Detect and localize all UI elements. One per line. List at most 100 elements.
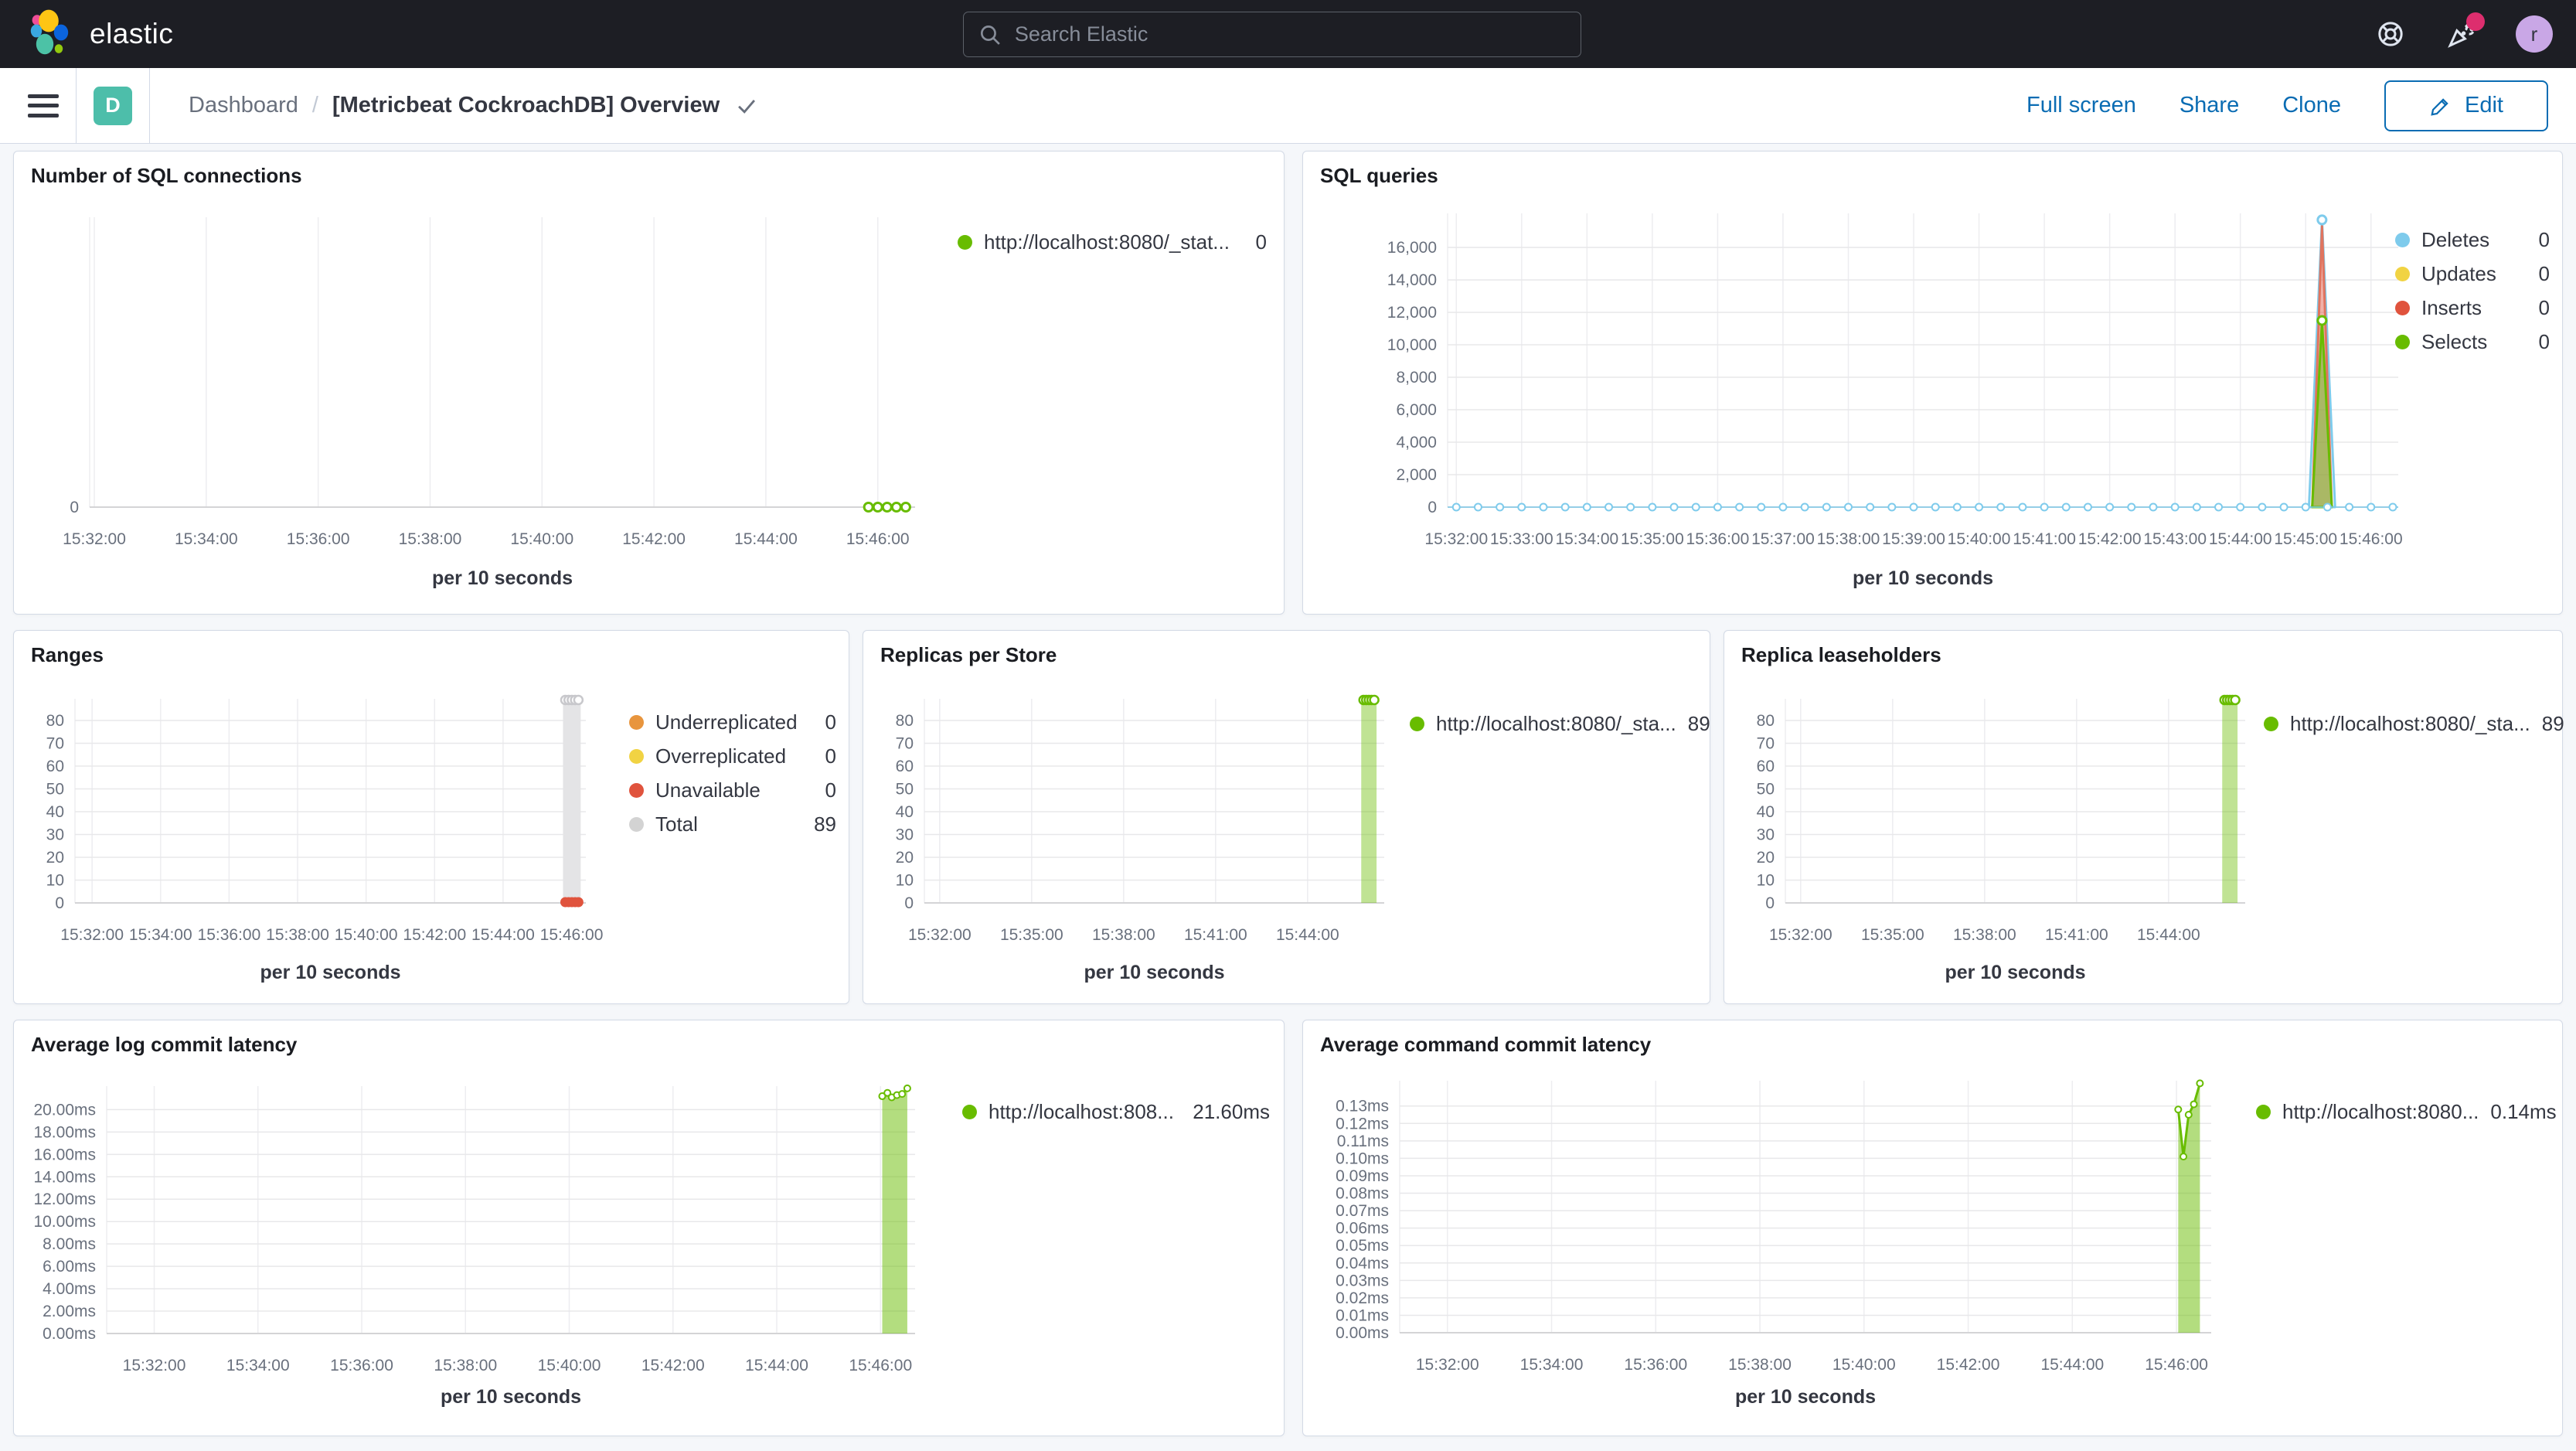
svg-text:15:38:00: 15:38:00 xyxy=(1092,926,1155,944)
legend-item-underreplicated[interactable]: Underreplicated 0 xyxy=(629,705,836,739)
legend-item[interactable]: http://localhost:8080... 0.14ms xyxy=(2256,1095,2557,1129)
svg-text:50: 50 xyxy=(896,781,914,799)
svg-text:15:46:00: 15:46:00 xyxy=(846,530,910,548)
replica-leaseholders-chart: 15:32:00 15:35:00 15:38:00 15:41:00 15:44:00… xyxy=(1757,694,2245,944)
legend-item-total[interactable]: Total 89 xyxy=(629,807,836,841)
legend-item[interactable]: http://localhost:8080/_stat... 0 xyxy=(958,225,1267,259)
panel-title[interactable]: Average log commit latency xyxy=(31,1033,298,1056)
help-button[interactable] xyxy=(2374,17,2408,51)
legend-item-deletes[interactable]: Deletes 0 xyxy=(2395,223,2550,257)
search-input[interactable] xyxy=(1014,22,1567,46)
legend-item-updates[interactable]: Updates 0 xyxy=(2395,257,2550,291)
legend-item-inserts[interactable]: Inserts 0 xyxy=(2395,291,2550,325)
panel-average-log-commit-latency: Average log commit latency 15:32:00 15:34… xyxy=(13,1020,1285,1436)
svg-text:0.04ms: 0.04ms xyxy=(1336,1255,1389,1272)
legend-dot xyxy=(629,782,644,798)
panel-title[interactable]: Ranges xyxy=(31,643,104,666)
global-search[interactable] xyxy=(963,12,1581,57)
legend-dot xyxy=(962,1104,977,1119)
x-axis-title: per 10 seconds xyxy=(440,1386,582,1408)
notification-badge xyxy=(2466,12,2485,31)
x-axis-title: per 10 seconds xyxy=(1084,962,1225,983)
panel-average-command-commit-latency: Average command commit latency 15:32:00 1… xyxy=(1302,1020,2563,1436)
legend-item-unavailable[interactable]: Unavailable 0 xyxy=(629,773,836,807)
svg-text:4,000: 4,000 xyxy=(1396,434,1437,451)
legend-item-overreplicated[interactable]: Overreplicated 0 xyxy=(629,739,836,773)
svg-text:15:44:00: 15:44:00 xyxy=(1276,926,1339,944)
legend-item[interactable]: http://localhost:8080/_sta... 89 xyxy=(2264,707,2564,741)
svg-text:0.10ms: 0.10ms xyxy=(1336,1150,1389,1167)
legend-value: 0 xyxy=(1255,230,1267,254)
panel-title[interactable]: Replica leaseholders xyxy=(1741,643,1941,666)
svg-text:80: 80 xyxy=(46,712,64,730)
svg-text:15:34:00: 15:34:00 xyxy=(226,1357,290,1374)
avg-command-commit-latency-chart: 15:32:00 15:34:00 15:36:00 15:38:00 15:40:00… xyxy=(1336,1079,2211,1374)
svg-text:15:32:00: 15:32:00 xyxy=(908,926,972,944)
legend-dot xyxy=(2264,716,2278,731)
panel-ranges: Ranges 15:32:00 15:34:00 15:36:00 15:38:00 1… xyxy=(13,630,849,1004)
svg-text:50: 50 xyxy=(1757,781,1775,799)
svg-text:40: 40 xyxy=(896,803,914,821)
svg-text:15:44:00: 15:44:00 xyxy=(734,530,798,548)
legend-label: Total xyxy=(655,812,698,836)
panel-sql-queries: SQL queries 15:32:00 15:33:00 15:34:00 15:3… xyxy=(1302,151,2563,615)
legend-label: Unavailable xyxy=(655,778,761,802)
svg-text:14,000: 14,000 xyxy=(1387,271,1437,289)
legend-item[interactable]: http://localhost:8080/_sta... 89 xyxy=(1410,707,1710,741)
main-menu-button[interactable] xyxy=(28,94,59,118)
space-badge[interactable]: D xyxy=(94,86,132,125)
svg-text:15:32:00: 15:32:00 xyxy=(1769,926,1832,944)
svg-text:15:38:00: 15:38:00 xyxy=(399,530,462,548)
share-button[interactable]: Share xyxy=(2179,93,2240,118)
legend-item[interactable]: http://localhost:808... 21.60ms xyxy=(962,1095,1270,1129)
svg-text:2,000: 2,000 xyxy=(1396,466,1437,484)
panel-title[interactable]: SQL queries xyxy=(1320,164,1438,187)
svg-text:15:37:00: 15:37:00 xyxy=(1751,530,1815,548)
svg-text:15:36:00: 15:36:00 xyxy=(198,926,261,944)
x-axis-title: per 10 seconds xyxy=(431,567,573,589)
brand-name: elastic xyxy=(90,18,174,49)
svg-text:15:44:00: 15:44:00 xyxy=(745,1357,808,1374)
dashboard-toolbar: D Dashboard / [Metricbeat CockroachDB] O… xyxy=(0,67,2576,144)
x-axis-title: per 10 seconds xyxy=(1945,962,2086,983)
newsfeed-button[interactable] xyxy=(2445,12,2485,51)
svg-text:16,000: 16,000 xyxy=(1387,239,1437,257)
panel-title[interactable]: Average command commit latency xyxy=(1320,1033,1652,1056)
help-lifebuoy-icon xyxy=(2378,22,2403,46)
legend-label: Overreplicated xyxy=(655,744,787,768)
breadcrumb-dashboard-link[interactable]: Dashboard xyxy=(189,93,298,118)
svg-text:15:42:00: 15:42:00 xyxy=(641,1357,705,1374)
svg-text:15:35:00: 15:35:00 xyxy=(1861,926,1924,944)
svg-text:4.00ms: 4.00ms xyxy=(43,1280,96,1298)
full-screen-button[interactable]: Full screen xyxy=(2026,93,2136,118)
legend-label: http://localhost:8080/_stat... xyxy=(984,230,1230,254)
saved-check-icon[interactable] xyxy=(733,93,760,119)
svg-text:15:32:00: 15:32:00 xyxy=(60,926,124,944)
pencil-icon xyxy=(2431,97,2448,116)
svg-text:15:44:00: 15:44:00 xyxy=(2137,926,2200,944)
header-right-icons: r xyxy=(2374,0,2576,68)
panel-title[interactable]: Number of SQL connections xyxy=(31,164,302,187)
panel-title[interactable]: Replicas per Store xyxy=(880,643,1057,666)
svg-text:15:36:00: 15:36:00 xyxy=(330,1357,393,1374)
svg-text:0.02ms: 0.02ms xyxy=(1336,1289,1389,1307)
svg-text:15:34:00: 15:34:00 xyxy=(1520,1356,1584,1374)
chart-legend: http://localhost:8080/_stat... 0 xyxy=(958,225,1267,259)
legend-value: 0 xyxy=(825,744,836,768)
user-avatar[interactable]: r xyxy=(2516,15,2553,53)
chart-legend: http://localhost:808... 21.60ms xyxy=(962,1095,1270,1129)
svg-text:15:44:00: 15:44:00 xyxy=(2209,530,2272,548)
clone-button[interactable]: Clone xyxy=(2282,93,2341,118)
x-axis-title: per 10 seconds xyxy=(1734,1386,1877,1408)
svg-text:0.07ms: 0.07ms xyxy=(1336,1202,1389,1220)
edit-button[interactable]: Edit xyxy=(2384,80,2548,131)
legend-value: 89 xyxy=(2541,711,2564,735)
legend-value: 0.14ms xyxy=(2490,1099,2557,1123)
legend-dot xyxy=(2395,266,2410,281)
toolbar-actions: Full screen Share Clone Edit xyxy=(2026,80,2576,131)
svg-text:15:40:00: 15:40:00 xyxy=(335,926,398,944)
top-header-bar: elastic r xyxy=(0,0,2576,68)
legend-item-selects[interactable]: Selects 0 xyxy=(2395,325,2550,359)
svg-text:15:38:00: 15:38:00 xyxy=(1728,1356,1792,1374)
elastic-brand[interactable]: elastic xyxy=(0,9,173,60)
